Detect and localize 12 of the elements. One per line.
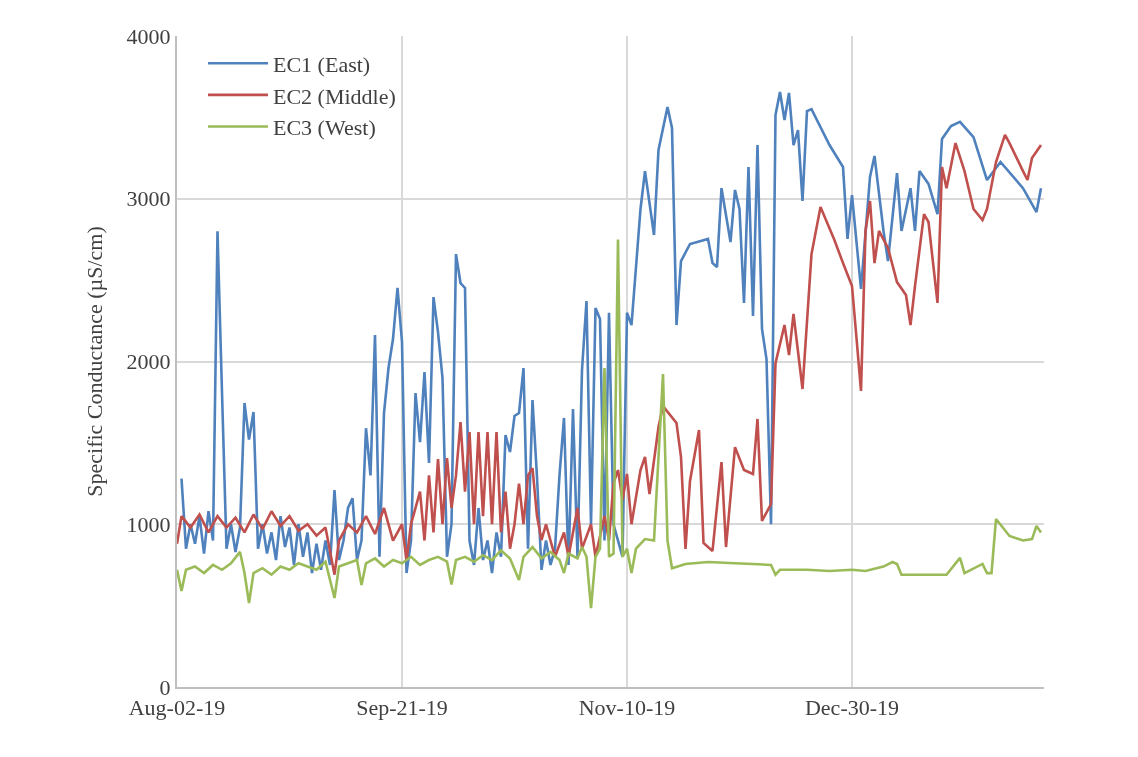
y-axis-title: Specific Conductance (µS/cm) (81, 226, 107, 497)
legend-label: EC1 (East) (273, 51, 371, 77)
x-tick-label: Nov-10-19 (578, 695, 676, 721)
y-tick-label: 3000 (126, 186, 171, 212)
legend-label: EC3 (West) (273, 115, 376, 141)
x-tick-label: Dec-30-19 (804, 695, 900, 721)
y-tick-label: 4000 (126, 23, 171, 49)
legend-label: EC2 (Middle) (273, 83, 396, 109)
y-tick-label: 1000 (126, 511, 171, 537)
y-tick-label: 2000 (126, 349, 171, 375)
line-series (177, 238, 1043, 610)
x-tick-label: Sep-21-19 (356, 695, 448, 721)
